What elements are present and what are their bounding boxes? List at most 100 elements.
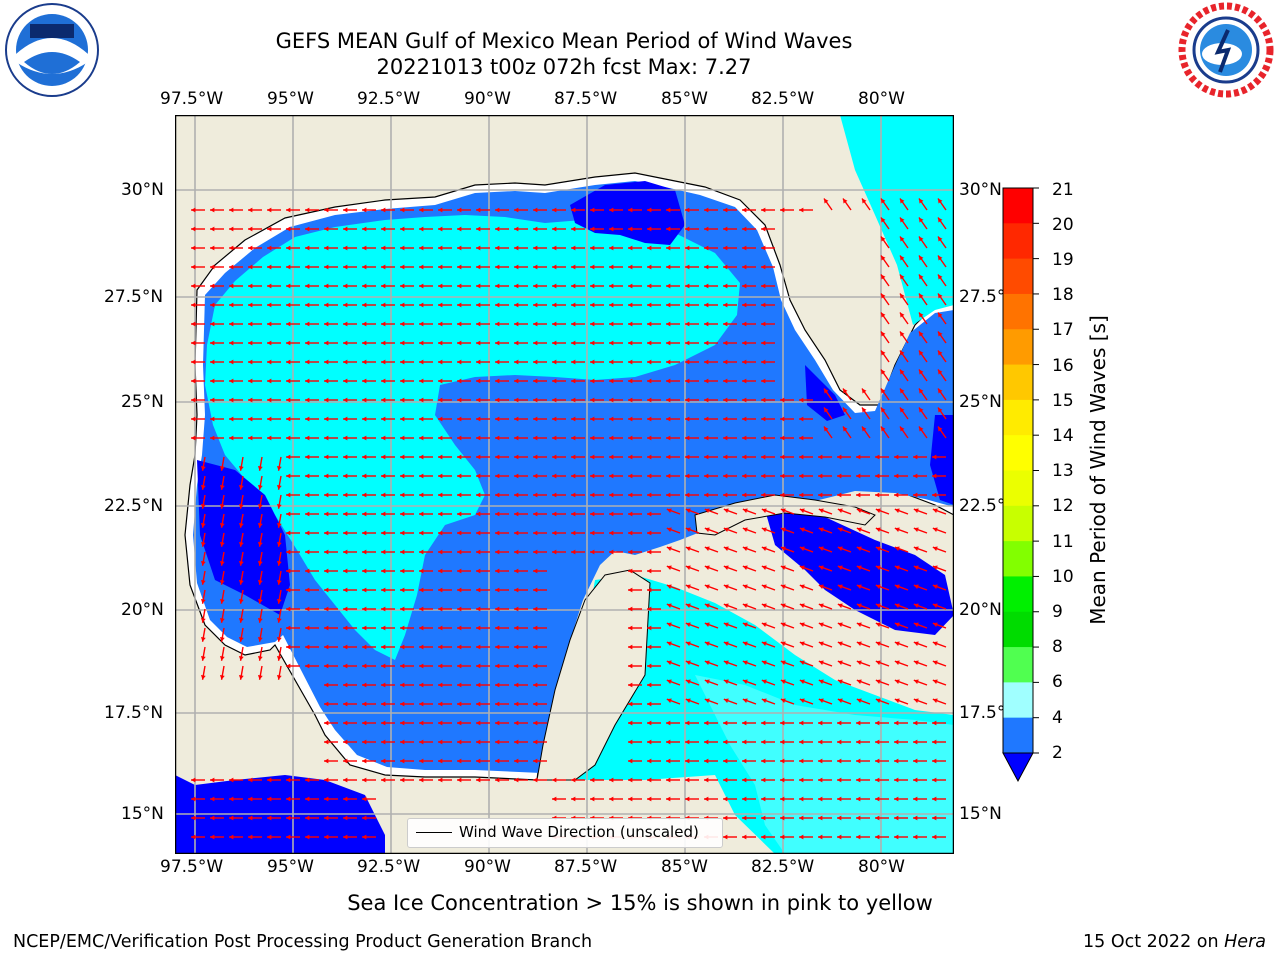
wind-arrow-head (685, 758, 690, 764)
lon-tick-top: 90°W (464, 89, 511, 109)
wind-arrow-head (609, 245, 614, 251)
wind-arrow-head (238, 523, 244, 528)
wind-arrow-head (937, 388, 943, 394)
wind-arrow-head (780, 435, 785, 441)
wind-arrow-head (666, 283, 671, 289)
wind-arrow-head (761, 508, 767, 513)
wind-arrow-head (343, 815, 348, 821)
wind-arrow-head (856, 492, 861, 498)
legend-label: Wind Wave Direction (unscaled) (459, 823, 699, 841)
wind-arrow-head (780, 739, 785, 745)
wind-arrow-head (742, 454, 747, 460)
wind-arrow-head (381, 454, 386, 460)
wind-arrow-head (932, 720, 937, 726)
wind-arrow-head (381, 663, 386, 669)
wind-arrow-head (419, 663, 424, 669)
wind-arrow-head (362, 302, 367, 308)
wind-arrow-head (647, 473, 652, 479)
wind-arrow-head (875, 546, 881, 551)
wind-arrow-head (514, 302, 519, 308)
wind-arrow-head (400, 625, 405, 631)
wind-arrow-head (533, 321, 538, 327)
wind-arrow-head (476, 587, 481, 593)
wind-arrow-head (685, 698, 691, 703)
wind-arrow-head (552, 549, 557, 555)
wind-arrow-head (514, 549, 519, 555)
wind-arrow-head (742, 565, 748, 570)
wind-arrow-head (894, 679, 900, 684)
wind-arrow-head (533, 777, 538, 783)
wind-arrow-head (324, 245, 329, 251)
wind-arrow-head (362, 701, 367, 707)
wind-arrow-head (571, 397, 576, 403)
wind-arrow-head (257, 618, 263, 623)
wind-arrow-head (476, 416, 481, 422)
wind-arrow-head (894, 622, 900, 627)
wind-arrow-head (286, 834, 291, 840)
wind-arrow-head (210, 435, 215, 441)
wind-arrow-head (476, 378, 481, 384)
wind-arrow-head (457, 777, 462, 783)
wind-arrow-head (276, 523, 282, 528)
colorbar-segment (1003, 329, 1033, 366)
wind-arrow-head (362, 473, 367, 479)
wind-arrow-head (229, 226, 234, 232)
wind-arrow-head (476, 302, 481, 308)
lat-tick-left: 20°N (121, 600, 164, 620)
wind-arrow-head (780, 207, 785, 213)
wind-arrow-head (457, 454, 462, 460)
wind-arrow-head (476, 397, 481, 403)
wind-arrow-head (913, 815, 918, 821)
wind-arrow-head (276, 485, 282, 490)
wind-arrow-head (856, 641, 862, 646)
wind-arrow-head (210, 302, 215, 308)
wind-arrow-head (381, 321, 386, 327)
lat-tick-left: 25°N (121, 392, 164, 412)
lat-tick-right: 20°N (959, 600, 1002, 620)
wind-arrow-head (932, 796, 937, 802)
wind-arrow-head (438, 777, 443, 783)
wind-arrow-head (362, 511, 367, 517)
wind-arrow-head (400, 720, 405, 726)
wind-arrow-head (761, 283, 766, 289)
wind-arrow-head (343, 701, 348, 707)
wind-arrow-head (723, 777, 728, 783)
wind-arrow-head (533, 397, 538, 403)
wind-arrow-head (799, 473, 804, 479)
wind-arrow-head (438, 416, 443, 422)
wind-arrow-head (837, 527, 843, 532)
wind-arrow-head (305, 530, 310, 536)
wind-arrow-head (913, 641, 919, 646)
wind-arrow-head (514, 397, 519, 403)
wind-arrow-head (880, 198, 886, 204)
wind-arrow-head (723, 698, 729, 703)
wind-arrow-head (495, 359, 500, 365)
wind-arrow-head (419, 530, 424, 536)
wind-arrow-head (200, 618, 206, 623)
wind-arrow-head (818, 777, 823, 783)
footer-credit: NCEP/EMC/Verification Post Processing Pr… (13, 932, 593, 952)
wind-arrow-head (571, 283, 576, 289)
nws-logo (1178, 2, 1274, 98)
wind-arrow-head (324, 758, 329, 764)
wind-arrow-head (894, 565, 900, 570)
wind-arrow-head (647, 245, 652, 251)
wind-arrow-head (842, 426, 848, 432)
dark-band-caribbean-north (765, 507, 954, 635)
wind-arrow-head (856, 508, 862, 513)
wind-arrow-head (742, 245, 747, 251)
wind-arrow-head (457, 264, 462, 270)
wind-arrow-head (533, 283, 538, 289)
wind-arrow-head (238, 656, 244, 661)
period-band-4-6 (205, 215, 740, 660)
wind-arrow-head (571, 207, 576, 213)
wind-arrow-head (257, 504, 263, 509)
wind-arrow-head (267, 796, 272, 802)
wind-arrow-head (362, 378, 367, 384)
wind-arrow-head (823, 426, 829, 432)
wind-arrow-head (666, 527, 672, 532)
wind-arrow-head (343, 416, 348, 422)
wind-arrow-head (238, 675, 244, 680)
wind-arrow-head (248, 777, 253, 783)
wind-arrow-head (248, 834, 253, 840)
